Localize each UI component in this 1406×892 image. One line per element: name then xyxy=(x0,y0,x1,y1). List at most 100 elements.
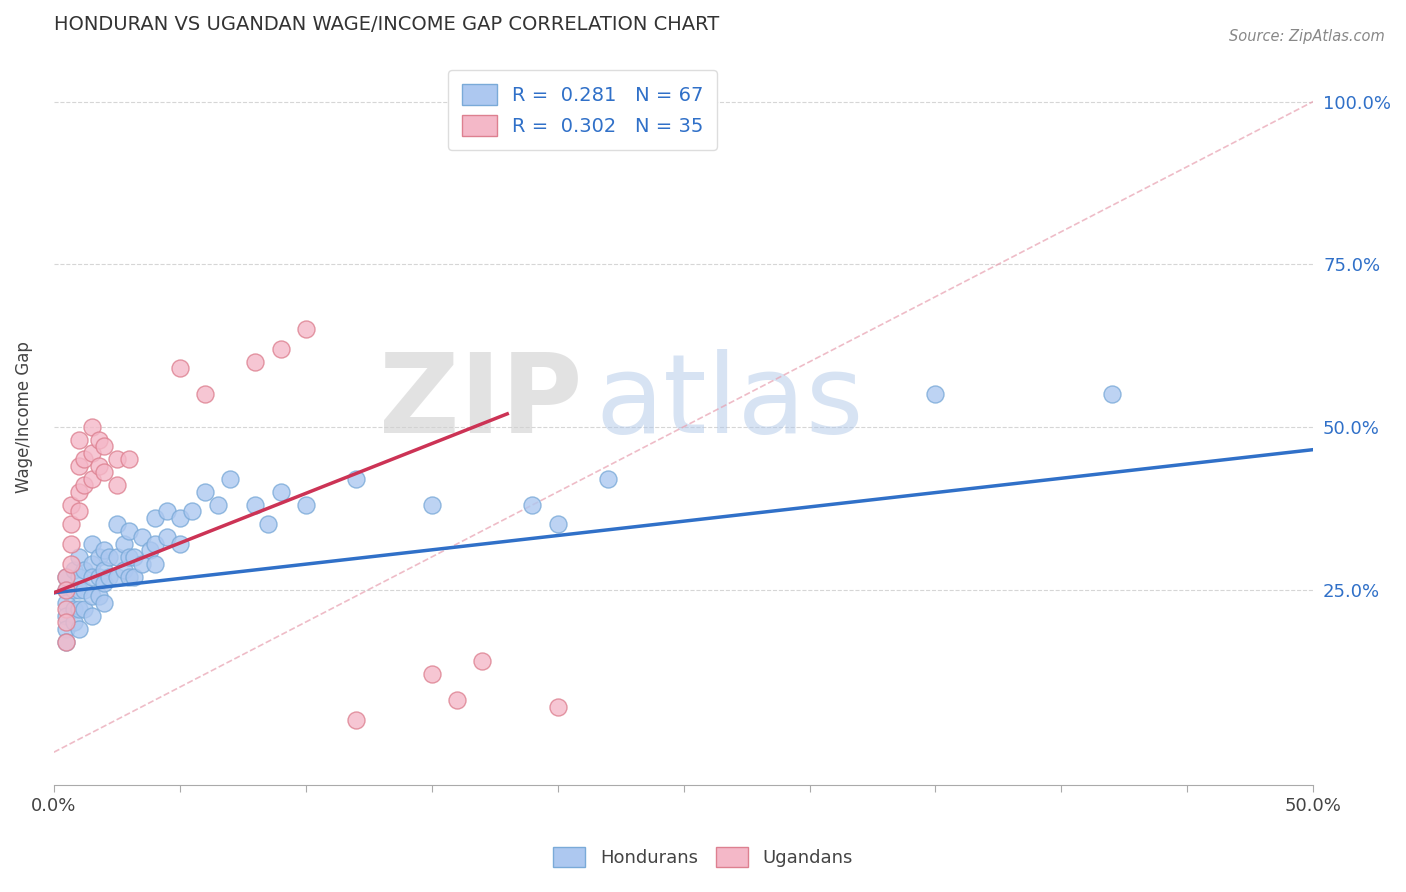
Point xyxy=(118,524,141,538)
Point xyxy=(93,439,115,453)
Point xyxy=(80,608,103,623)
Point xyxy=(169,361,191,376)
Point xyxy=(73,602,96,616)
Point xyxy=(55,615,77,629)
Point xyxy=(270,484,292,499)
Point xyxy=(80,472,103,486)
Point xyxy=(98,569,121,583)
Point xyxy=(55,582,77,597)
Point xyxy=(124,569,146,583)
Point xyxy=(98,549,121,564)
Point xyxy=(257,517,280,532)
Point xyxy=(55,569,77,583)
Point xyxy=(169,537,191,551)
Point xyxy=(55,596,77,610)
Point xyxy=(547,517,569,532)
Point xyxy=(67,569,90,583)
Point xyxy=(245,498,267,512)
Point xyxy=(105,517,128,532)
Point xyxy=(63,563,86,577)
Point xyxy=(181,504,204,518)
Point xyxy=(105,452,128,467)
Point xyxy=(420,498,443,512)
Text: ZIP: ZIP xyxy=(380,349,583,456)
Point xyxy=(89,458,111,473)
Y-axis label: Wage/Income Gap: Wage/Income Gap xyxy=(15,341,32,493)
Point xyxy=(118,569,141,583)
Point xyxy=(80,557,103,571)
Point xyxy=(67,602,90,616)
Text: HONDURAN VS UGANDAN WAGE/INCOME GAP CORRELATION CHART: HONDURAN VS UGANDAN WAGE/INCOME GAP CORR… xyxy=(53,15,718,34)
Point xyxy=(55,634,77,648)
Point xyxy=(80,446,103,460)
Point xyxy=(55,602,77,616)
Point xyxy=(219,472,242,486)
Point xyxy=(60,517,83,532)
Point xyxy=(60,557,83,571)
Point xyxy=(60,498,83,512)
Point xyxy=(93,576,115,591)
Point xyxy=(112,563,135,577)
Point xyxy=(63,582,86,597)
Point xyxy=(67,433,90,447)
Point xyxy=(245,355,267,369)
Point xyxy=(55,608,77,623)
Point xyxy=(138,543,160,558)
Point xyxy=(446,693,468,707)
Text: Source: ZipAtlas.com: Source: ZipAtlas.com xyxy=(1229,29,1385,44)
Point xyxy=(89,569,111,583)
Point xyxy=(143,537,166,551)
Point xyxy=(55,622,77,636)
Point xyxy=(89,589,111,603)
Point xyxy=(118,452,141,467)
Point xyxy=(67,622,90,636)
Point xyxy=(131,531,153,545)
Point xyxy=(67,549,90,564)
Point xyxy=(547,699,569,714)
Point xyxy=(63,615,86,629)
Point xyxy=(924,387,946,401)
Point xyxy=(73,563,96,577)
Text: atlas: atlas xyxy=(595,349,863,456)
Legend: R =  0.281   N = 67, R =  0.302   N = 35: R = 0.281 N = 67, R = 0.302 N = 35 xyxy=(449,70,717,150)
Point xyxy=(93,466,115,480)
Point xyxy=(67,484,90,499)
Point xyxy=(105,549,128,564)
Point xyxy=(169,511,191,525)
Point xyxy=(194,484,217,499)
Point xyxy=(1101,387,1123,401)
Point xyxy=(63,602,86,616)
Point xyxy=(55,582,77,597)
Point xyxy=(80,420,103,434)
Point xyxy=(80,569,103,583)
Point xyxy=(207,498,229,512)
Point xyxy=(294,498,316,512)
Point xyxy=(522,498,544,512)
Point xyxy=(67,458,90,473)
Point xyxy=(112,537,135,551)
Point xyxy=(124,549,146,564)
Point xyxy=(118,549,141,564)
Point xyxy=(131,557,153,571)
Point xyxy=(93,596,115,610)
Point xyxy=(156,531,179,545)
Point xyxy=(105,478,128,492)
Point xyxy=(73,582,96,597)
Point xyxy=(93,543,115,558)
Point xyxy=(270,342,292,356)
Point xyxy=(344,713,367,727)
Point xyxy=(93,563,115,577)
Point xyxy=(55,634,77,648)
Point xyxy=(67,582,90,597)
Point xyxy=(73,478,96,492)
Point xyxy=(80,537,103,551)
Point xyxy=(156,504,179,518)
Point xyxy=(471,654,494,668)
Point xyxy=(344,472,367,486)
Point xyxy=(420,667,443,681)
Point xyxy=(143,511,166,525)
Point xyxy=(60,537,83,551)
Point xyxy=(80,589,103,603)
Point xyxy=(67,504,90,518)
Point xyxy=(105,569,128,583)
